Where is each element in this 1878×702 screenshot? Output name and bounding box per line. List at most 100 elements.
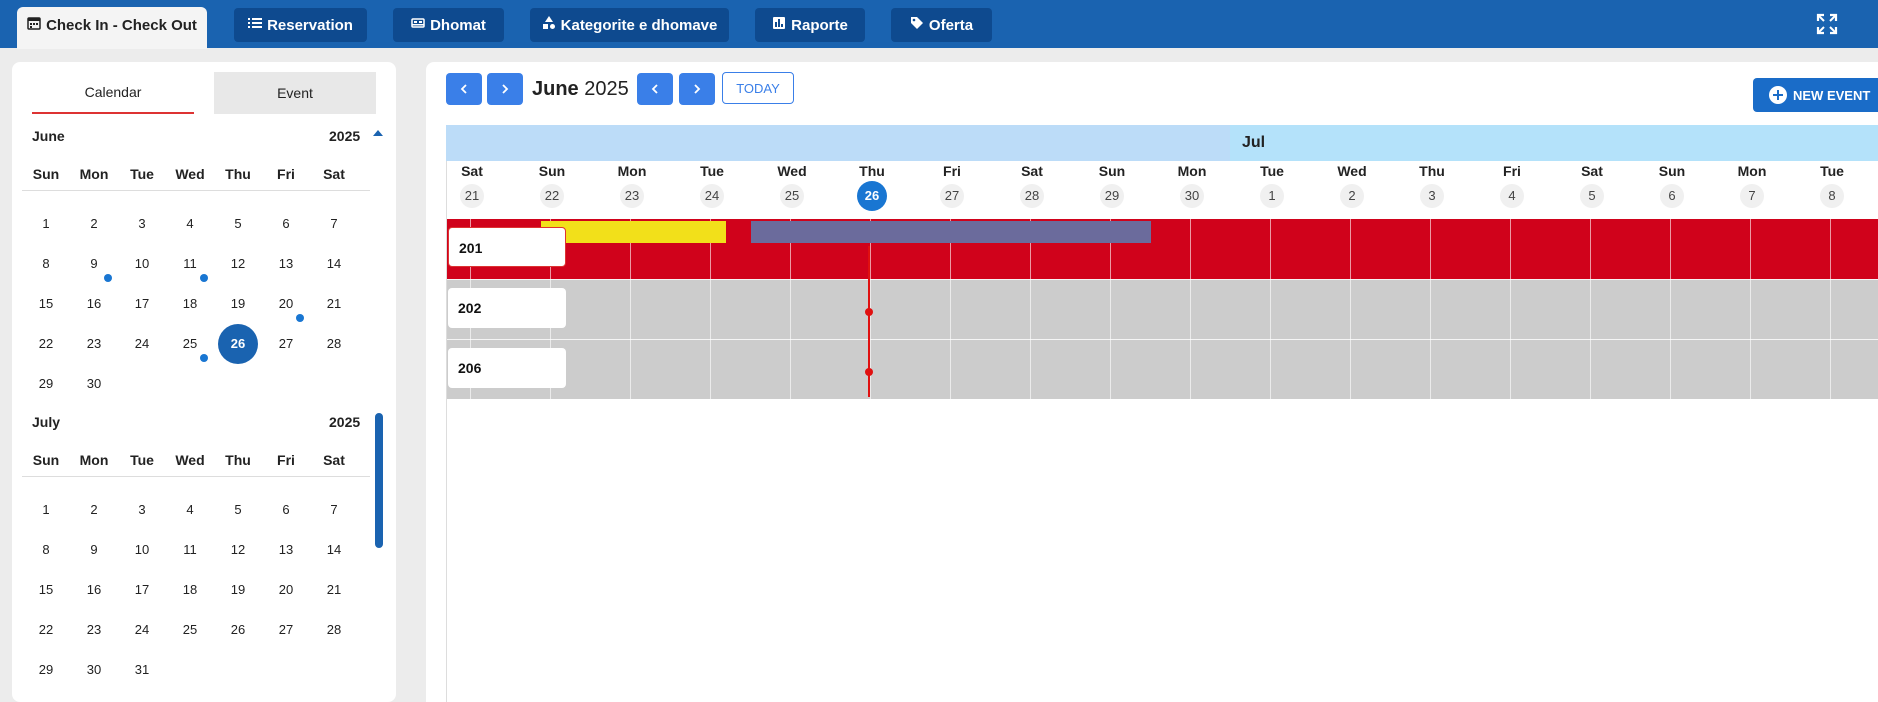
- room-label[interactable]: 201: [448, 227, 566, 267]
- room-row-206[interactable]: [446, 339, 1878, 399]
- date-badge[interactable]: 5: [1580, 184, 1604, 208]
- calendar-day[interactable]: 2: [90, 502, 98, 517]
- date-badge[interactable]: 22: [540, 184, 564, 208]
- tab-calendar[interactable]: Calendar: [32, 72, 194, 114]
- room-label[interactable]: 206: [448, 348, 566, 388]
- calendar-day[interactable]: 15: [38, 582, 54, 597]
- calendar-day[interactable]: 5: [234, 502, 242, 517]
- room-label[interactable]: 202: [448, 288, 566, 328]
- tab-check-in-check-out[interactable]: Check In - Check Out: [17, 7, 207, 49]
- tab-reservation[interactable]: Reservation: [234, 8, 367, 42]
- calendar-day[interactable]: 1: [42, 216, 50, 231]
- date-badge[interactable]: 27: [940, 184, 964, 208]
- tab-event[interactable]: Event: [214, 72, 376, 114]
- date-badge[interactable]: 28: [1020, 184, 1044, 208]
- tab-raporte[interactable]: Raporte: [755, 8, 865, 42]
- date-badge[interactable]: 4: [1500, 184, 1524, 208]
- calendar-day[interactable]: 5: [234, 216, 242, 231]
- calendar-day[interactable]: 17: [134, 296, 150, 311]
- calendar-day[interactable]: 24: [134, 622, 150, 637]
- calendar-day[interactable]: 22: [38, 336, 54, 351]
- date-badge[interactable]: 21: [460, 184, 484, 208]
- date-badge[interactable]: 25: [780, 184, 804, 208]
- calendar-day[interactable]: 27: [278, 622, 294, 637]
- calendar-day[interactable]: 14: [326, 256, 342, 271]
- calendar-day[interactable]: 4: [186, 502, 194, 517]
- expand-icon[interactable]: [1816, 13, 1838, 35]
- calendar-day[interactable]: 2: [90, 216, 98, 231]
- calendar-day[interactable]: 9: [90, 256, 98, 271]
- date-badge[interactable]: 24: [700, 184, 724, 208]
- date-badge[interactable]: 29: [1100, 184, 1124, 208]
- calendar-day[interactable]: 19: [230, 582, 246, 597]
- reservation-bar-yellow[interactable]: [541, 221, 726, 243]
- calendar-day[interactable]: 10: [134, 256, 150, 271]
- calendar-day[interactable]: 28: [326, 622, 342, 637]
- calendar-day[interactable]: 20: [278, 582, 294, 597]
- tab-oferta[interactable]: Oferta: [891, 8, 992, 42]
- reservation-bar-purple[interactable]: [751, 221, 1151, 243]
- calendar-day[interactable]: 29: [38, 662, 54, 677]
- date-badge[interactable]: 23: [620, 184, 644, 208]
- calendar-day[interactable]: 31: [134, 662, 150, 677]
- tab-dhomat[interactable]: Dhomat: [393, 8, 504, 42]
- calendar-day[interactable]: 13: [278, 542, 294, 557]
- calendar-day[interactable]: 4: [186, 216, 194, 231]
- date-badge[interactable]: 30: [1180, 184, 1204, 208]
- date-badge[interactable]: 7: [1740, 184, 1764, 208]
- calendar-day[interactable]: 19: [230, 296, 246, 311]
- calendar-day[interactable]: 27: [278, 336, 294, 351]
- calendar-day[interactable]: 30: [86, 662, 102, 677]
- prev-button-2[interactable]: [637, 73, 673, 105]
- calendar-day[interactable]: 20: [278, 296, 294, 311]
- calendar-day[interactable]: 8: [42, 542, 50, 557]
- calendar-day[interactable]: 18: [182, 582, 198, 597]
- calendar-day[interactable]: 30: [86, 376, 102, 391]
- calendar-day[interactable]: 16: [86, 296, 102, 311]
- calendar-day[interactable]: 15: [38, 296, 54, 311]
- calendar-day[interactable]: 25: [182, 622, 198, 637]
- calendar-day[interactable]: 21: [326, 582, 342, 597]
- next-button-2[interactable]: [679, 73, 715, 105]
- calendar-day[interactable]: 7: [330, 502, 338, 517]
- date-badge[interactable]: 1: [1260, 184, 1284, 208]
- today-button[interactable]: TODAY: [722, 72, 794, 104]
- date-badge[interactable]: 3: [1420, 184, 1444, 208]
- calendar-day[interactable]: 17: [134, 582, 150, 597]
- prev-button[interactable]: [446, 73, 482, 105]
- calendar-day[interactable]: 26: [230, 622, 246, 637]
- room-row-202[interactable]: [446, 279, 1878, 339]
- calendar-day[interactable]: 23: [86, 336, 102, 351]
- calendar-day[interactable]: 10: [134, 542, 150, 557]
- calendar-day[interactable]: 11: [183, 542, 197, 557]
- calendar-day[interactable]: 21: [326, 296, 342, 311]
- calendar-day[interactable]: 12: [230, 542, 246, 557]
- calendar-day[interactable]: 11: [183, 256, 197, 271]
- calendar-day[interactable]: 3: [138, 216, 146, 231]
- date-badge[interactable]: 6: [1660, 184, 1684, 208]
- calendar-day[interactable]: 7: [330, 216, 338, 231]
- calendar-day[interactable]: 6: [282, 216, 290, 231]
- calendar-day[interactable]: 28: [326, 336, 342, 351]
- calendar-day[interactable]: 12: [230, 256, 246, 271]
- calendar-day[interactable]: 29: [38, 376, 54, 391]
- calendar-day[interactable]: 8: [42, 256, 50, 271]
- calendar-day[interactable]: 22: [38, 622, 54, 637]
- caret-up-icon[interactable]: [373, 130, 383, 136]
- next-button[interactable]: [487, 73, 523, 105]
- calendar-day[interactable]: 14: [326, 542, 342, 557]
- date-badge-today[interactable]: 26: [857, 181, 887, 211]
- calendar-day[interactable]: 23: [86, 622, 102, 637]
- calendar-day[interactable]: 1: [42, 502, 50, 517]
- calendar-day[interactable]: 25: [182, 336, 198, 351]
- calendar-day[interactable]: 24: [134, 336, 150, 351]
- calendar-day[interactable]: 13: [278, 256, 294, 271]
- new-event-button[interactable]: NEW EVENT: [1753, 78, 1878, 112]
- calendar-day[interactable]: 16: [86, 582, 102, 597]
- calendar-day[interactable]: 18: [182, 296, 198, 311]
- calendar-day-today[interactable]: 26: [218, 324, 258, 364]
- date-badge[interactable]: 2: [1340, 184, 1364, 208]
- scrollbar-thumb[interactable]: [375, 413, 383, 548]
- calendar-day[interactable]: 3: [138, 502, 146, 517]
- date-badge[interactable]: 8: [1820, 184, 1844, 208]
